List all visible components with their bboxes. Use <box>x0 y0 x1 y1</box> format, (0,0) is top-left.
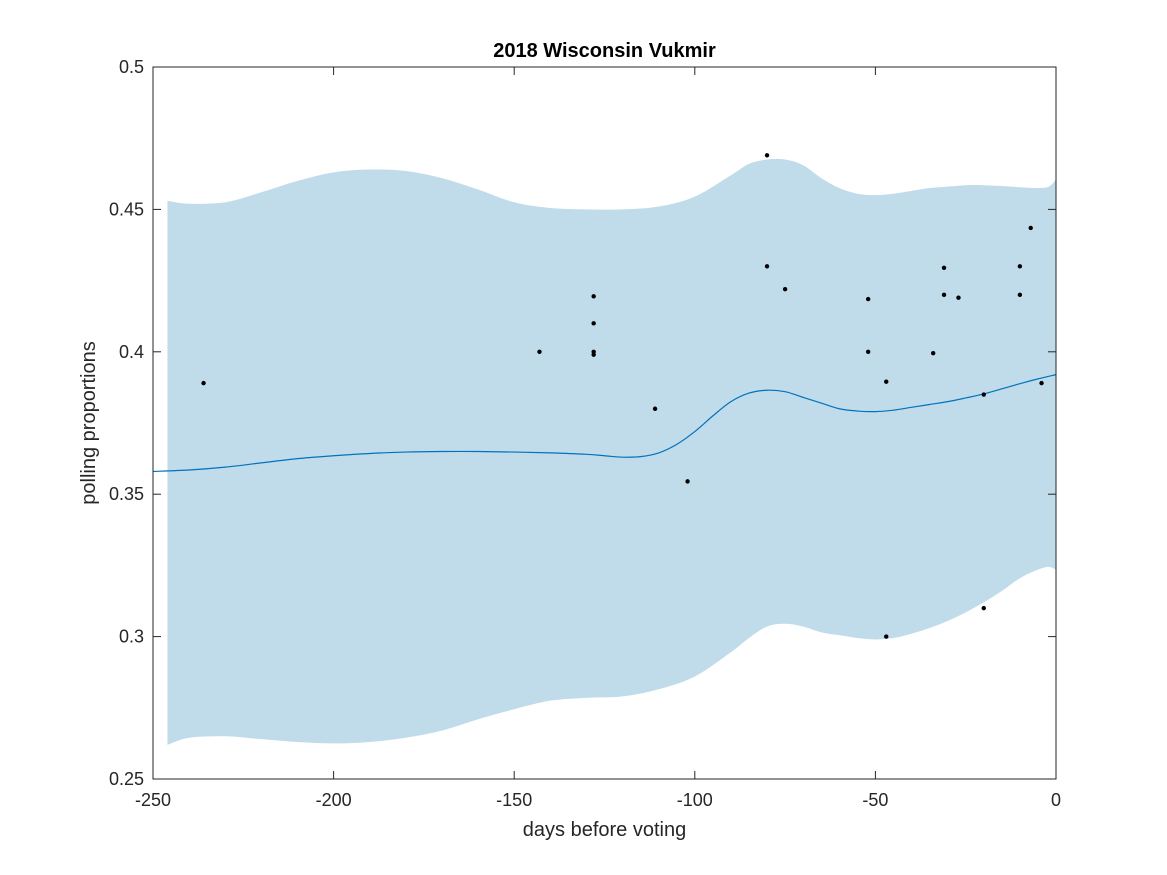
poll-point <box>1039 380 1044 386</box>
x-tick-label: -150 <box>496 790 532 810</box>
y-tick-label: 0.4 <box>119 342 144 362</box>
poll-point <box>1028 225 1033 231</box>
x-axis-ticks: -250 -200 -150 -100 -50 0 <box>135 67 1061 810</box>
y-tick-label: 0.5 <box>119 57 144 77</box>
x-tick-label: -200 <box>316 790 352 810</box>
poll-point <box>591 294 596 299</box>
confidence-band <box>167 158 1056 745</box>
poll-point <box>652 406 658 411</box>
poll-point <box>1017 292 1023 298</box>
poll-point <box>956 295 961 300</box>
poll-point <box>201 380 206 386</box>
poll-point <box>782 286 788 292</box>
poll-point <box>941 265 947 270</box>
x-tick-label: -50 <box>862 790 888 810</box>
poll-point <box>884 379 889 384</box>
poll-point <box>591 352 596 357</box>
poll-point <box>764 153 770 158</box>
poll-point <box>764 264 770 269</box>
mean-line <box>153 373 1056 473</box>
poll-point <box>941 292 947 298</box>
poll-point <box>685 479 690 484</box>
poll-point <box>981 392 986 397</box>
x-tick-label: 0 <box>1051 790 1061 810</box>
x-tick-label: -100 <box>677 790 713 810</box>
y-axis-label: polling proportions <box>78 341 100 504</box>
poll-point <box>981 605 986 611</box>
x-axis-label: days before voting <box>523 819 686 841</box>
y-tick-label: 0.45 <box>109 199 144 219</box>
poll-point <box>930 351 936 356</box>
y-tick-label: 0.35 <box>109 484 144 504</box>
y-tick-label: 0.25 <box>109 769 144 789</box>
axes-box <box>152 66 1057 780</box>
plot-area <box>153 153 1056 745</box>
poll-point <box>591 321 596 326</box>
poll-points <box>201 153 1044 639</box>
chart-title: 2018 Wisconsin Vukmir <box>493 40 716 62</box>
y-tick-label: 0.3 <box>119 627 144 647</box>
poll-point <box>537 349 542 354</box>
y-axis-ticks: 0.25 0.3 0.35 0.4 0.45 0.5 <box>109 57 1056 789</box>
poll-point <box>865 296 871 302</box>
poll-point <box>1017 264 1023 269</box>
x-tick-label: -250 <box>135 790 171 810</box>
poll-point <box>884 634 889 639</box>
poll-point <box>865 349 871 354</box>
